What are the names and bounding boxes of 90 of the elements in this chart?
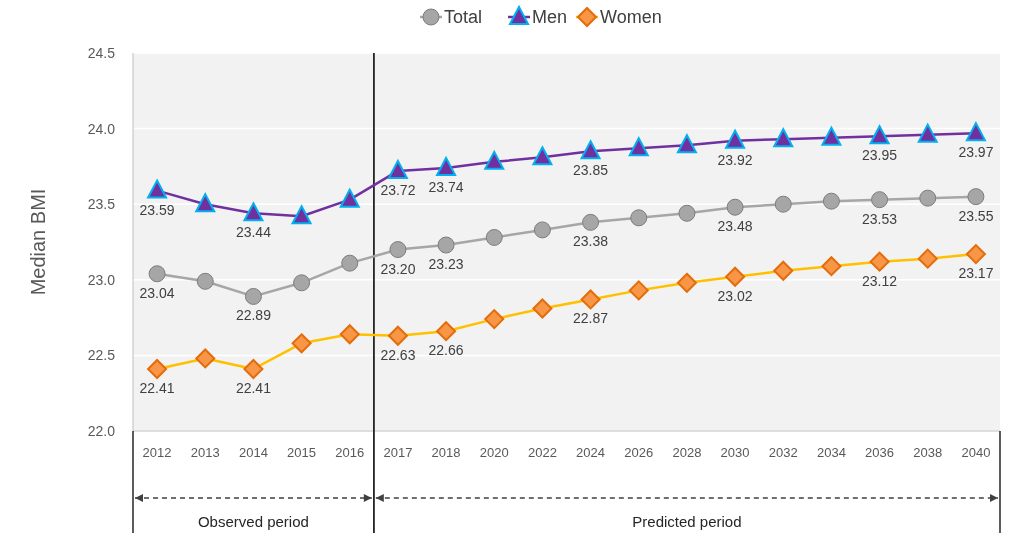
data-label: 23.44 xyxy=(235,224,272,241)
point xyxy=(628,137,649,157)
x-tick-label: 2034 xyxy=(816,445,846,460)
data-label: 23.02 xyxy=(717,287,753,304)
data-label: 23.59 xyxy=(139,201,175,218)
point xyxy=(821,126,842,146)
x-tick-label: 2018 xyxy=(431,445,461,460)
point xyxy=(532,146,553,166)
point xyxy=(389,241,407,259)
data-label: 22.87 xyxy=(573,310,609,327)
text: Observed period xyxy=(197,513,309,530)
data-label: 23.72 xyxy=(380,181,416,198)
point xyxy=(533,221,551,239)
data-label: 22.89 xyxy=(235,307,272,324)
data-label: 23.20 xyxy=(380,260,416,277)
data-label: 23.12 xyxy=(862,272,898,289)
y-tick-label: 22.5 xyxy=(87,347,116,364)
legend-label: Men xyxy=(532,7,568,27)
x-tick-label: 2038 xyxy=(913,445,943,460)
point xyxy=(773,128,794,148)
x-tick-label: 2012 xyxy=(142,445,172,460)
point xyxy=(869,125,890,145)
point xyxy=(582,213,600,231)
point xyxy=(148,265,166,283)
point xyxy=(676,134,697,154)
point xyxy=(822,192,840,210)
point xyxy=(147,179,168,199)
data-label: 22.66 xyxy=(428,342,464,359)
x-tick-label: 2026 xyxy=(624,445,654,460)
data-label: 23.53 xyxy=(862,210,898,227)
legend-label: Total xyxy=(444,7,483,27)
x-tick-label: 2036 xyxy=(865,445,895,460)
x-tick-label: 2024 xyxy=(576,445,606,460)
x-tick-label: 2028 xyxy=(672,445,702,460)
point xyxy=(678,204,696,222)
point xyxy=(871,191,889,209)
data-label: 23.92 xyxy=(717,151,753,168)
x-tick-label: 2017 xyxy=(383,445,413,460)
data-label: 22.41 xyxy=(139,380,175,397)
data-label: 22.63 xyxy=(380,346,416,363)
x-tick-label: 2015 xyxy=(287,445,317,460)
x-tick-label: 2020 xyxy=(479,445,509,460)
point xyxy=(195,193,216,213)
y-tick-label: 22.0 xyxy=(87,423,116,439)
y-tick-label: 24.5 xyxy=(87,45,116,61)
data-label: 23.23 xyxy=(428,256,464,273)
point xyxy=(436,156,457,176)
point xyxy=(339,188,360,208)
point xyxy=(580,140,601,160)
point xyxy=(196,272,214,290)
point xyxy=(630,209,648,227)
point xyxy=(437,236,455,254)
data-label: 23.38 xyxy=(573,233,609,250)
text: Predicted period xyxy=(632,513,742,530)
data-label: 23.97 xyxy=(958,144,994,161)
point xyxy=(243,202,264,222)
point xyxy=(387,159,408,179)
data-label: 23.48 xyxy=(717,218,753,235)
y-tick-label: 23.5 xyxy=(87,196,116,213)
point xyxy=(244,287,262,305)
data-label: 23.17 xyxy=(958,265,994,282)
point xyxy=(484,150,505,170)
x-tick-label: 2013 xyxy=(190,445,220,460)
point xyxy=(774,195,792,213)
x-tick-label: 2016 xyxy=(335,445,365,460)
data-label: 23.85 xyxy=(573,162,609,179)
x-tick-label: 2030 xyxy=(720,445,750,460)
point xyxy=(341,254,359,272)
y-tick-label: 24.0 xyxy=(87,120,116,137)
point xyxy=(917,123,938,143)
y-tick-label: 23.0 xyxy=(87,271,116,288)
data-label: 23.04 xyxy=(139,284,175,301)
y-axis-title: Median BMI xyxy=(27,188,49,296)
point xyxy=(725,129,746,149)
x-tick-label: 2014 xyxy=(238,445,268,460)
point xyxy=(485,228,503,246)
x-tick-label: 2040 xyxy=(961,445,991,460)
x-tick-label: 2022 xyxy=(527,445,557,460)
point xyxy=(293,274,311,292)
legend-label: Women xyxy=(600,7,662,27)
data-label: 23.55 xyxy=(958,207,994,224)
data-label: 23.95 xyxy=(862,147,898,164)
point xyxy=(919,189,937,207)
point xyxy=(291,205,312,225)
point xyxy=(965,122,986,142)
point xyxy=(967,188,985,206)
point xyxy=(726,198,744,216)
data-label: 22.41 xyxy=(235,380,272,397)
data-label: 23.74 xyxy=(428,178,464,195)
x-tick-label: 2032 xyxy=(768,445,798,460)
